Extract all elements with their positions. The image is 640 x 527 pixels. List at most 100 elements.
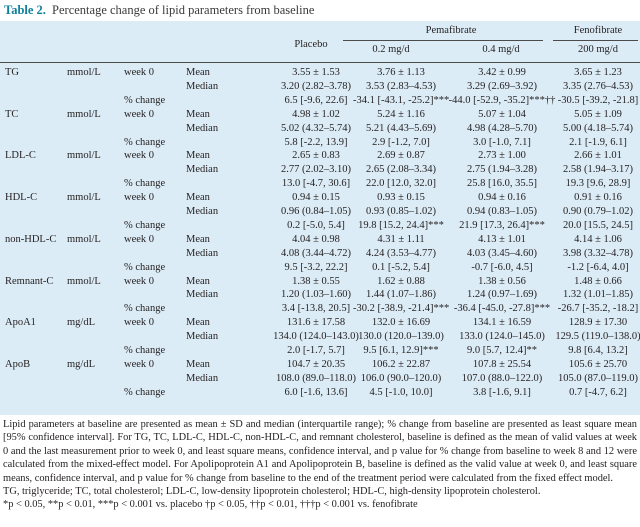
placebo-value: 6.5 [-9.6, 22.6] xyxy=(284,94,348,106)
placebo-value: 5.8 [-2.2, 13.9] xyxy=(284,136,348,148)
parameter-name: non-HDL-C xyxy=(5,233,57,245)
fenofibrate-value: 3.35 (2.76–4.53) xyxy=(563,80,633,92)
header-fenofibrate: Fenofibrate xyxy=(573,25,623,36)
pema-0-4-value: 4.13 ± 1.01 xyxy=(478,233,526,245)
parameter-unit: mg/dL xyxy=(67,358,95,370)
pema-0-2-value: 106.0 (90.0–120.0) xyxy=(360,372,442,384)
row-statistic: Median xyxy=(186,206,219,217)
pema-0-2-value: -34.1 [-43.1, -25.2]*** xyxy=(353,94,450,106)
fenofibrate-value: 105.0 (87.0–119.0) xyxy=(557,372,639,384)
parameter-unit: mmol/L xyxy=(67,108,101,120)
header-pema-0-4: 0.4 mg/d xyxy=(482,44,520,55)
fenofibrate-value: 2.66 ± 1.01 xyxy=(574,150,622,162)
fenofibrate-value: 2.58 (1.94–3.17) xyxy=(563,164,633,176)
pema-0-2-value: 19.8 [15.2, 24.4]*** xyxy=(358,219,444,231)
fenofibrate-value: 0.91 ± 0.16 xyxy=(574,192,622,204)
pema-0-4-value: 3.0 [-1.0, 7.1] xyxy=(473,136,531,148)
row-statistic: Mean xyxy=(186,358,210,370)
placebo-value: 1.38 ± 0.55 xyxy=(292,275,340,287)
pema-0-2-value: 4.5 [-1.0, 10.0] xyxy=(369,386,433,398)
pema-0-4-value: 4.98 (4.28–5.70) xyxy=(467,122,537,134)
pema-0-2-value: 132.0 ± 16.69 xyxy=(371,317,431,329)
pema-0-2-value: 4.31 ± 1.11 xyxy=(377,233,425,245)
placebo-value: 3.55 ± 1.53 xyxy=(292,67,340,78)
pema-0-4-value: 0.94 (0.83–1.05) xyxy=(467,206,537,217)
fenofibrate-divider xyxy=(553,40,638,41)
row-timepoint: week 0 xyxy=(124,233,155,245)
row-timepoint: % change xyxy=(124,303,166,315)
row-timepoint: week 0 xyxy=(124,192,155,204)
placebo-value: 4.04 ± 0.98 xyxy=(292,233,340,245)
pema-0-4-value: 133.0 (124.0–145.0) xyxy=(459,331,545,343)
placebo-value: 0.96 (0.84–1.05) xyxy=(281,206,351,217)
placebo-value: 104.7 ± 20.35 xyxy=(286,358,346,370)
row-statistic: Median xyxy=(186,289,219,301)
footnote-methods: Lipid parameters at baseline are present… xyxy=(3,419,637,484)
fenofibrate-value: 4.14 ± 1.06 xyxy=(574,233,622,245)
pema-0-2-value: 4.24 (3.53–4.77) xyxy=(366,247,436,259)
pema-0-4-value: 3.29 (2.69–3.92) xyxy=(467,80,537,92)
placebo-value: 134.0 (124.0–143.0) xyxy=(273,331,359,343)
row-timepoint: % change xyxy=(124,219,166,231)
row-statistic: Median xyxy=(186,247,219,259)
pema-0-4-value: 2.75 (1.94–3.28) xyxy=(467,164,537,176)
placebo-value: 2.65 ± 0.83 xyxy=(292,150,340,162)
row-statistic: Median xyxy=(186,331,219,343)
row-statistic: Median xyxy=(186,164,219,176)
fenofibrate-value: 19.3 [9.6, 28.9] xyxy=(565,178,631,190)
pema-0-4-value: 1.24 (0.97–1.69) xyxy=(467,289,537,301)
placebo-value: 4.98 ± 1.02 xyxy=(292,108,340,120)
lipid-table: Placebo Pemafibrate 0.2 mg/d 0.4 mg/d Fe… xyxy=(0,21,640,415)
placebo-value: 2.77 (2.02–3.10) xyxy=(281,164,351,176)
table-title: Percentage change of lipid parameters fr… xyxy=(52,3,315,17)
pema-0-2-value: 2.65 (2.08–3.34) xyxy=(366,164,436,176)
row-timepoint: % change xyxy=(124,261,166,273)
row-statistic: Median xyxy=(186,80,219,92)
row-statistic: Mean xyxy=(186,317,210,329)
parameter-name: Remnant-C xyxy=(5,275,54,287)
parameter-name: TG xyxy=(5,67,19,78)
row-timepoint: % change xyxy=(124,345,166,356)
pema-0-4-value: -44.0 [-52.9, -35.2]***†† xyxy=(448,94,556,106)
pema-0-4-value: 134.1 ± 16.59 xyxy=(472,317,532,329)
pema-0-4-value: 0.94 ± 0.16 xyxy=(478,192,526,204)
placebo-value: 5.02 (4.32–5.74) xyxy=(281,122,351,134)
placebo-value: 3.4 [-13.8, 20.5] xyxy=(281,303,351,315)
header-placebo: Placebo xyxy=(294,39,328,50)
header-rule xyxy=(0,62,640,63)
placebo-value: 2.0 [-1.7, 5.7] xyxy=(287,345,345,356)
row-statistic: Mean xyxy=(186,192,210,204)
placebo-value: 108.0 (89.0–118.0) xyxy=(275,372,357,384)
parameter-name: TC xyxy=(5,108,19,120)
parameter-name: HDL-C xyxy=(5,192,38,204)
fenofibrate-value: -26.7 [-35.2, -18.2] xyxy=(557,303,639,315)
parameter-unit: mmol/L xyxy=(67,233,101,245)
fenofibrate-value: 20.0 [15.5, 24.5] xyxy=(563,219,633,231)
pema-0-2-value: 2.69 ± 0.87 xyxy=(377,150,425,162)
row-statistic: Median xyxy=(186,122,219,134)
pema-0-2-value: 5.21 (4.43–5.69) xyxy=(366,122,436,134)
header-feno-dose: 200 mg/d xyxy=(578,44,618,55)
pema-0-2-value: 3.53 (2.83–4.53) xyxy=(366,80,436,92)
parameter-name: LDL-C xyxy=(5,150,36,162)
row-statistic: Mean xyxy=(186,108,210,120)
pema-0-2-value: 0.1 [-5.2, 5.4] xyxy=(372,261,430,273)
row-statistic: Mean xyxy=(186,67,210,78)
footnote-abbreviations: TG, triglyceride; TC, total cholesterol;… xyxy=(3,486,541,498)
pema-0-2-value: 22.0 [12.0, 32.0] xyxy=(366,178,436,190)
fenofibrate-value: 5.05 ± 1.09 xyxy=(574,108,622,120)
pema-0-2-value: 106.2 ± 22.87 xyxy=(371,358,431,370)
header-pema-0-2: 0.2 mg/d xyxy=(372,44,410,55)
row-timepoint: % change xyxy=(124,178,166,190)
row-timepoint: % change xyxy=(124,94,166,106)
placebo-value: 9.5 [-3.2, 22.2] xyxy=(284,261,348,273)
pema-0-4-value: 25.8 [16.0, 35.5] xyxy=(467,178,537,190)
row-timepoint: % change xyxy=(124,136,166,148)
placebo-value: 3.20 (2.82–3.78) xyxy=(281,80,351,92)
row-statistic: Median xyxy=(186,372,219,384)
row-timepoint: week 0 xyxy=(124,358,155,370)
pema-0-2-value: 130.0 (120.0–139.0) xyxy=(358,331,444,343)
fenofibrate-value: 105.6 ± 25.70 xyxy=(568,358,628,370)
table-number: Table 2. xyxy=(4,3,46,17)
fenofibrate-value: 2.1 [-1.9, 6.1] xyxy=(569,136,627,148)
